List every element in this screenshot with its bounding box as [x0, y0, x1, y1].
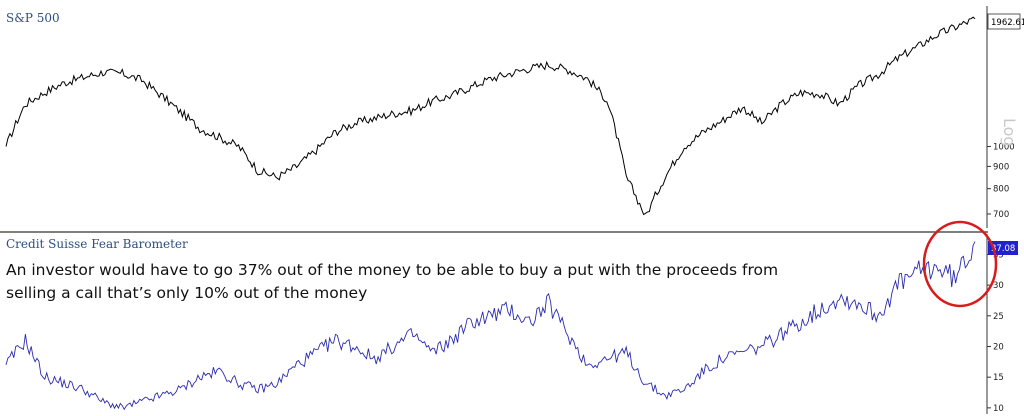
- fear-tick-label: 10: [993, 404, 1004, 414]
- fear-tick-label: 25: [993, 312, 1004, 322]
- annotation-text: An investor would have to go 37% out of …: [6, 261, 783, 302]
- sp500-panel: S&P 500 700 800 900 1000 1962.61 Log: [5, 6, 1024, 228]
- sp500-tick-label: 1000: [993, 142, 1015, 152]
- sp500-last-value-badge: 1962.61: [987, 13, 1024, 30]
- sp500-y-ticks: 700 800 900 1000: [987, 142, 1015, 220]
- highlight-circle: [922, 220, 998, 308]
- fear-tick-label: 35: [993, 250, 1004, 260]
- fear-barometer-title: Credit Suisse Fear Barometer: [6, 237, 188, 251]
- fear-series-line: [5, 241, 976, 411]
- sp500-last-value: 1962.61: [991, 18, 1024, 28]
- fear-last-value: 37.08: [991, 244, 1015, 254]
- sp500-tick-label: 800: [993, 185, 1009, 195]
- sp500-tick-label: 700: [993, 210, 1009, 220]
- fear-y-ticks: 10 15 20 25 30 35: [987, 250, 1004, 414]
- fear-barometer-panel: Credit Suisse Fear Barometer 10 15 20 25 30 3…: [5, 220, 1018, 414]
- fear-tick-label: 20: [993, 342, 1004, 352]
- fear-tick-label: 30: [993, 281, 1004, 291]
- sp500-tick-label: 900: [993, 162, 1009, 172]
- sp500-title: S&P 500: [6, 11, 60, 25]
- sp500-series-line: [5, 16, 976, 216]
- fear-tick-label: 15: [993, 373, 1004, 383]
- log-scale-label: Log: [1000, 118, 1019, 147]
